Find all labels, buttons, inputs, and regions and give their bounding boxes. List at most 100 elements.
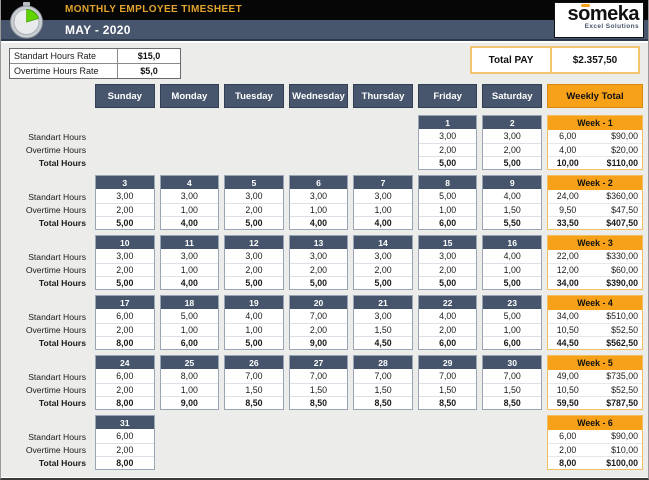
- overtime-hours-cell[interactable]: 1,00: [483, 263, 541, 276]
- standard-hours-cell[interactable]: 7,00: [309, 311, 328, 321]
- day-header-sunday: Sunday: [95, 84, 155, 108]
- standard-hours-cell[interactable]: 3,00: [116, 251, 134, 261]
- standard-hours-cell[interactable]: 6,00: [116, 371, 134, 381]
- overtime-hours-cell[interactable]: 2,00: [225, 263, 283, 276]
- standard-hours-cell[interactable]: 3,00: [503, 131, 521, 141]
- standard-hours-cell[interactable]: 3,00: [374, 251, 392, 261]
- standard-hours-cell[interactable]: 7,00: [245, 371, 263, 381]
- standard-hours-cell[interactable]: 3,00: [439, 251, 457, 261]
- standard-hours-cell[interactable]: 4,00: [245, 311, 263, 321]
- standard-hours-cell[interactable]: 4,00: [439, 311, 457, 321]
- total-hours-cell: 9,00: [289, 336, 348, 349]
- overtime-hours-cell[interactable]: 1,00: [160, 203, 219, 216]
- total-pay-total: $110,00: [606, 158, 638, 168]
- weekly-total-header: Weekly Total: [547, 84, 643, 108]
- row-label-stack: Standart Hours Overtime Hours Total Hours: [6, 115, 90, 170]
- standard-hours-cell[interactable]: 4,00: [503, 191, 521, 201]
- day-box-8: 8 5,00 1,00 6,00: [417, 175, 478, 230]
- day-number: 11: [160, 236, 219, 250]
- overtime-hours-cell[interactable]: 1,50: [354, 383, 412, 396]
- overtime-hours-cell[interactable]: 1,50: [483, 203, 541, 216]
- day-box-18: 18 5,00 1,00 6,00: [159, 295, 220, 350]
- total-hours-cell: 9,00: [160, 396, 219, 409]
- overtime-hours-cell[interactable]: 2,00: [289, 323, 348, 336]
- week-row-6: Standart Hours Overtime Hours Total Hours 3…: [6, 415, 643, 470]
- overtime-hours-cell[interactable]: 2,00: [418, 143, 477, 156]
- standard-hours-cell[interactable]: 3,00: [374, 311, 392, 321]
- total-hours-cell: 8,50: [354, 396, 412, 409]
- row-label-stack: Standart Hours Overtime Hours Total Hours: [6, 355, 90, 410]
- day-box-23: 23 5,00 1,00 6,00: [482, 295, 542, 350]
- overtime-hours-cell[interactable]: 1,50: [483, 383, 541, 396]
- overtime-rate-label: Overtime Hours Rate: [10, 64, 118, 78]
- overtime-hours-cell[interactable]: 1,00: [289, 203, 348, 216]
- overtime-hours-cell[interactable]: 1,00: [160, 383, 219, 396]
- empty-day-cell: [95, 115, 155, 170]
- day-number: 7: [354, 176, 412, 190]
- standard-hours-cell[interactable]: 5,00: [439, 191, 457, 201]
- week-summary-row-standard: 6,00 $90,00: [548, 130, 642, 143]
- total-hours-total: 34,00: [556, 278, 579, 288]
- standard-hours-cell[interactable]: 5,00: [503, 311, 521, 321]
- overtime-hours-cell[interactable]: 1,00: [160, 263, 219, 276]
- overtime-hours-cell[interactable]: 2,00: [96, 203, 154, 216]
- overtime-hours-cell[interactable]: 1,50: [354, 323, 412, 336]
- overtime-hours-cell[interactable]: 2,00: [418, 323, 477, 336]
- overtime-hours-cell[interactable]: 1,00: [354, 203, 412, 216]
- standard-hours-cell[interactable]: 7,00: [503, 371, 521, 381]
- week-summary-row-overtime: 9,50 $47,50: [548, 203, 642, 216]
- day-number: 8: [418, 176, 477, 190]
- standard-hours-cell[interactable]: 6,00: [116, 431, 134, 441]
- row-label-standard: Standart Hours: [28, 432, 86, 442]
- standard-hours-cell[interactable]: 3,00: [309, 191, 328, 201]
- week-summary-row-total: 59,50 $787,50: [548, 396, 642, 409]
- overtime-hours-cell[interactable]: 2,00: [354, 263, 412, 276]
- week-summary-row-total: 10,00 $110,00: [548, 156, 642, 169]
- week-row-3: Standart Hours Overtime Hours Total Hours 1…: [6, 235, 643, 290]
- overtime-hours-cell[interactable]: 2,00: [289, 263, 348, 276]
- day-box-26: 26 7,00 1,50 8,50: [224, 355, 284, 410]
- total-hours-cell: 5,00: [225, 276, 283, 289]
- overtime-hours-cell[interactable]: 1,00: [418, 203, 477, 216]
- overtime-hours-cell[interactable]: 2,00: [225, 203, 283, 216]
- total-hours-cell: 5,00: [289, 276, 348, 289]
- period-label: MAY - 2020: [65, 23, 131, 37]
- overtime-rate-value[interactable]: $5,0: [140, 66, 158, 76]
- day-box-5: 5 3,00 2,00 5,00: [224, 175, 284, 230]
- overtime-hours-cell[interactable]: 1,00: [225, 323, 283, 336]
- week-summary-3: Week - 3 22,00 $330,00 12,00 $60,00 34,00 $390…: [547, 235, 643, 290]
- standard-hours-cell[interactable]: 7,00: [309, 371, 328, 381]
- standard-hours-cell[interactable]: 6,00: [116, 311, 134, 321]
- overtime-hours-cell[interactable]: 1,00: [483, 323, 541, 336]
- overtime-hours-cell[interactable]: 2,00: [483, 143, 541, 156]
- day-box-30: 30 7,00 1,50 8,50: [482, 355, 542, 410]
- total-hours-cell: 6,00: [418, 216, 477, 229]
- standard-hours-cell[interactable]: 3,00: [180, 191, 198, 201]
- overtime-hours-cell[interactable]: 2,00: [96, 263, 154, 276]
- standard-hours-cell[interactable]: 3,00: [439, 131, 457, 141]
- day-box-31: 31 6,00 2,00 8,00: [95, 415, 155, 470]
- overtime-hours-cell[interactable]: 1,00: [160, 323, 219, 336]
- overtime-hours-cell[interactable]: 1,50: [289, 383, 348, 396]
- standard-hours-cell[interactable]: 7,00: [439, 371, 457, 381]
- overtime-hours-cell[interactable]: 2,00: [96, 323, 154, 336]
- overtime-hours-cell[interactable]: 2,00: [96, 383, 154, 396]
- standard-rate-value[interactable]: $15,0: [137, 51, 161, 61]
- overtime-hours-cell[interactable]: 2,00: [418, 263, 477, 276]
- standard-hours-cell[interactable]: 8,00: [180, 371, 198, 381]
- overtime-hours-cell[interactable]: 1,50: [225, 383, 283, 396]
- standard-hours-cell[interactable]: 3,00: [309, 251, 328, 261]
- week-summary-row-standard: 24,00 $360,00: [548, 190, 642, 203]
- standard-hours-cell[interactable]: 3,00: [245, 191, 263, 201]
- standard-hours-cell[interactable]: 3,00: [374, 191, 392, 201]
- standard-hours-cell[interactable]: 3,00: [180, 251, 198, 261]
- row-label-total: Total Hours: [38, 278, 86, 288]
- standard-hours-cell[interactable]: 4,00: [503, 251, 521, 261]
- overtime-hours-cell[interactable]: 1,50: [418, 383, 477, 396]
- total-hours-cell: 5,00: [483, 276, 541, 289]
- standard-hours-cell[interactable]: 5,00: [180, 311, 198, 321]
- standard-hours-cell[interactable]: 7,00: [374, 371, 392, 381]
- standard-hours-cell[interactable]: 3,00: [116, 191, 134, 201]
- overtime-hours-cell[interactable]: 2,00: [96, 443, 154, 456]
- standard-hours-cell[interactable]: 3,00: [245, 251, 263, 261]
